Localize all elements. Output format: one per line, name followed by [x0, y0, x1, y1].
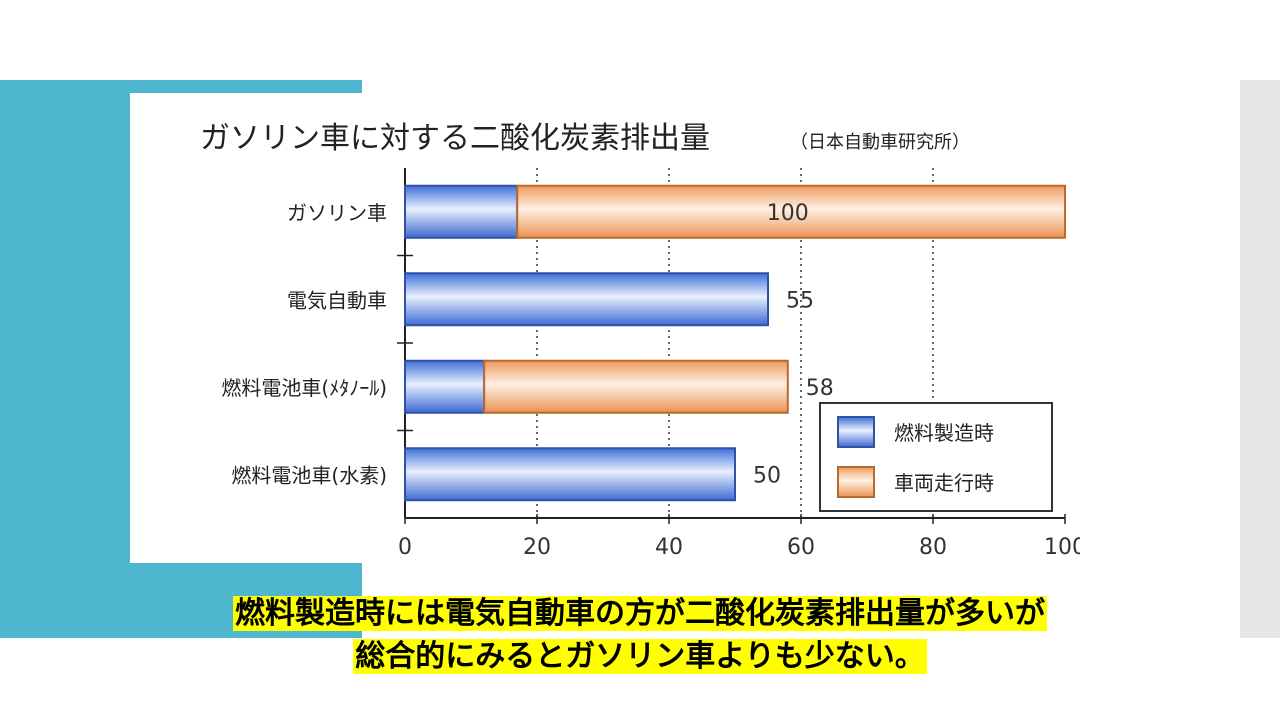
chart-panel: ガソリン車に対する二酸化炭素排出量 （日本自動車研究所） 0 20 40 60 80 10…: [130, 93, 1080, 563]
chart-subtitle: （日本自動車研究所）: [790, 132, 970, 153]
bar-total-label: 58: [806, 376, 834, 401]
x-tick-label: 0: [398, 535, 412, 560]
co2-emission-bar-chart: ガソリン車に対する二酸化炭素排出量 （日本自動車研究所） 0 20 40 60 80 10…: [200, 121, 1080, 560]
category-label: 電気自動車: [287, 288, 387, 312]
x-tick-label: 100: [1044, 535, 1080, 560]
x-tick-label: 20: [523, 535, 551, 560]
chart-title: ガソリン車に対する二酸化炭素排出量: [200, 121, 710, 156]
right-gray-panel: [1240, 80, 1280, 638]
legend-label: 燃料製造時: [894, 421, 994, 445]
bar-fuel-production: [404, 359, 486, 414]
bar-vehicle-running: [483, 359, 789, 414]
bar-fuel-production: [404, 184, 519, 239]
legend-label: 車両走行時: [894, 471, 994, 495]
category-label: 燃料電池車(水素): [231, 463, 387, 487]
bar-vehicle-running: [516, 184, 1066, 239]
category-label: 燃料電池車(ﾒﾀﾉｰﾙ): [221, 376, 387, 400]
bar-fuel-production: [404, 272, 769, 327]
x-tick-label: 40: [655, 535, 683, 560]
bar-fuel-production: [404, 447, 736, 502]
bar-total-label: 100: [767, 201, 809, 226]
caption-line-1: 燃料製造時には電気自動車の方が二酸化炭素排出量が多いが: [0, 596, 1280, 631]
legend-swatch: [837, 466, 875, 498]
bar-total-label: 55: [786, 288, 814, 313]
category-label: ガソリン車: [287, 201, 387, 225]
x-tick-label: 80: [919, 535, 947, 560]
bar-total-label: 50: [753, 463, 781, 488]
legend-swatch: [837, 416, 875, 448]
caption-line-2: 総合的にみるとガソリン車よりも少ない。: [0, 639, 1280, 674]
caption-text-2: 総合的にみるとガソリン車よりも少ない。: [353, 639, 927, 674]
x-tick-label: 60: [787, 535, 815, 560]
caption-text-1: 燃料製造時には電気自動車の方が二酸化炭素排出量が多いが: [233, 596, 1047, 631]
plot-area: 0 20 40 60 80 100 ガソリン車 100 電気自動車 55 燃料電池車(ﾒﾀﾉｰﾙ) 5…: [221, 168, 1080, 560]
